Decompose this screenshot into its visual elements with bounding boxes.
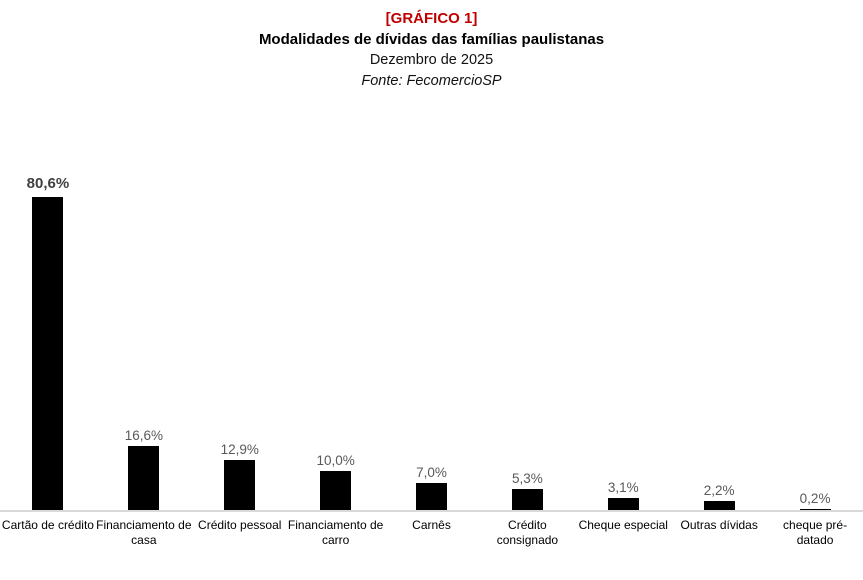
bar-value-label: 5,3%	[512, 471, 543, 486]
chart-source: Fonte: FecomercioSP	[361, 73, 502, 89]
bar	[224, 460, 256, 510]
bar	[703, 501, 735, 510]
bar	[607, 498, 639, 510]
chart-subtitle: Dezembro de 2025	[369, 52, 494, 68]
category-label: Financiamento de casa	[96, 518, 192, 547]
bar-column: 80,6%	[0, 175, 96, 510]
category-axis-labels: Cartão de crédito Financiamento de casa Cr…	[0, 518, 863, 548]
bar-value-label: 16,6%	[124, 428, 163, 443]
bar	[128, 446, 160, 510]
bar-column: 10,0%	[288, 453, 384, 510]
bar-column: 7,0%	[384, 465, 480, 510]
bar	[416, 483, 447, 510]
bar-column: 12,9%	[192, 442, 288, 510]
category-label: Outras dívidas	[680, 518, 758, 532]
category-label: Carnês	[412, 518, 451, 532]
graphic-label: [GRÁFICO 1]	[385, 10, 478, 27]
category-label: Financiamento de carro	[287, 518, 384, 547]
bar-column: 0,2%	[767, 491, 863, 510]
bar-column: 3,1%	[575, 480, 671, 510]
category-label: Crédito consignado	[496, 518, 559, 547]
category-label: Cheque especial	[578, 518, 668, 532]
bar	[511, 489, 543, 510]
bar-value-label: 0,2%	[799, 491, 831, 506]
bar	[799, 509, 831, 510]
chart-header: [GRÁFICO 1] Modalidades de dívidas das f…	[0, 8, 863, 92]
chart-title: Modalidades de dívidas das famílias paul…	[258, 31, 605, 48]
bars-container: 80,6% 16,6% 12,9% 10,0% 7,0% 5,3% 3,1% 2,2% 0,2%	[0, 175, 863, 510]
bar-value-label: 12,9%	[220, 442, 259, 457]
bar-chart-plot-area: 80,6% 16,6% 12,9% 10,0% 7,0% 5,3% 3,1% 2,2% 0,2%	[0, 175, 863, 512]
bar-value-label: 7,0%	[416, 465, 447, 480]
bar-column: 2,2%	[671, 483, 767, 510]
bar	[32, 197, 64, 510]
bar-value-label: 10,0%	[316, 453, 355, 468]
bar-column: 5,3%	[479, 471, 575, 510]
bar-value-label: 3,1%	[607, 480, 639, 495]
bar	[320, 471, 352, 510]
bar-column: 16,6%	[96, 428, 192, 510]
bar-value-label: 80,6%	[26, 175, 70, 192]
category-label: Cartão de crédito	[1, 518, 94, 532]
bar-value-label: 2,2%	[703, 483, 735, 498]
category-label: Crédito pessoal	[198, 518, 282, 532]
category-label: cheque pré-datado	[783, 518, 848, 547]
